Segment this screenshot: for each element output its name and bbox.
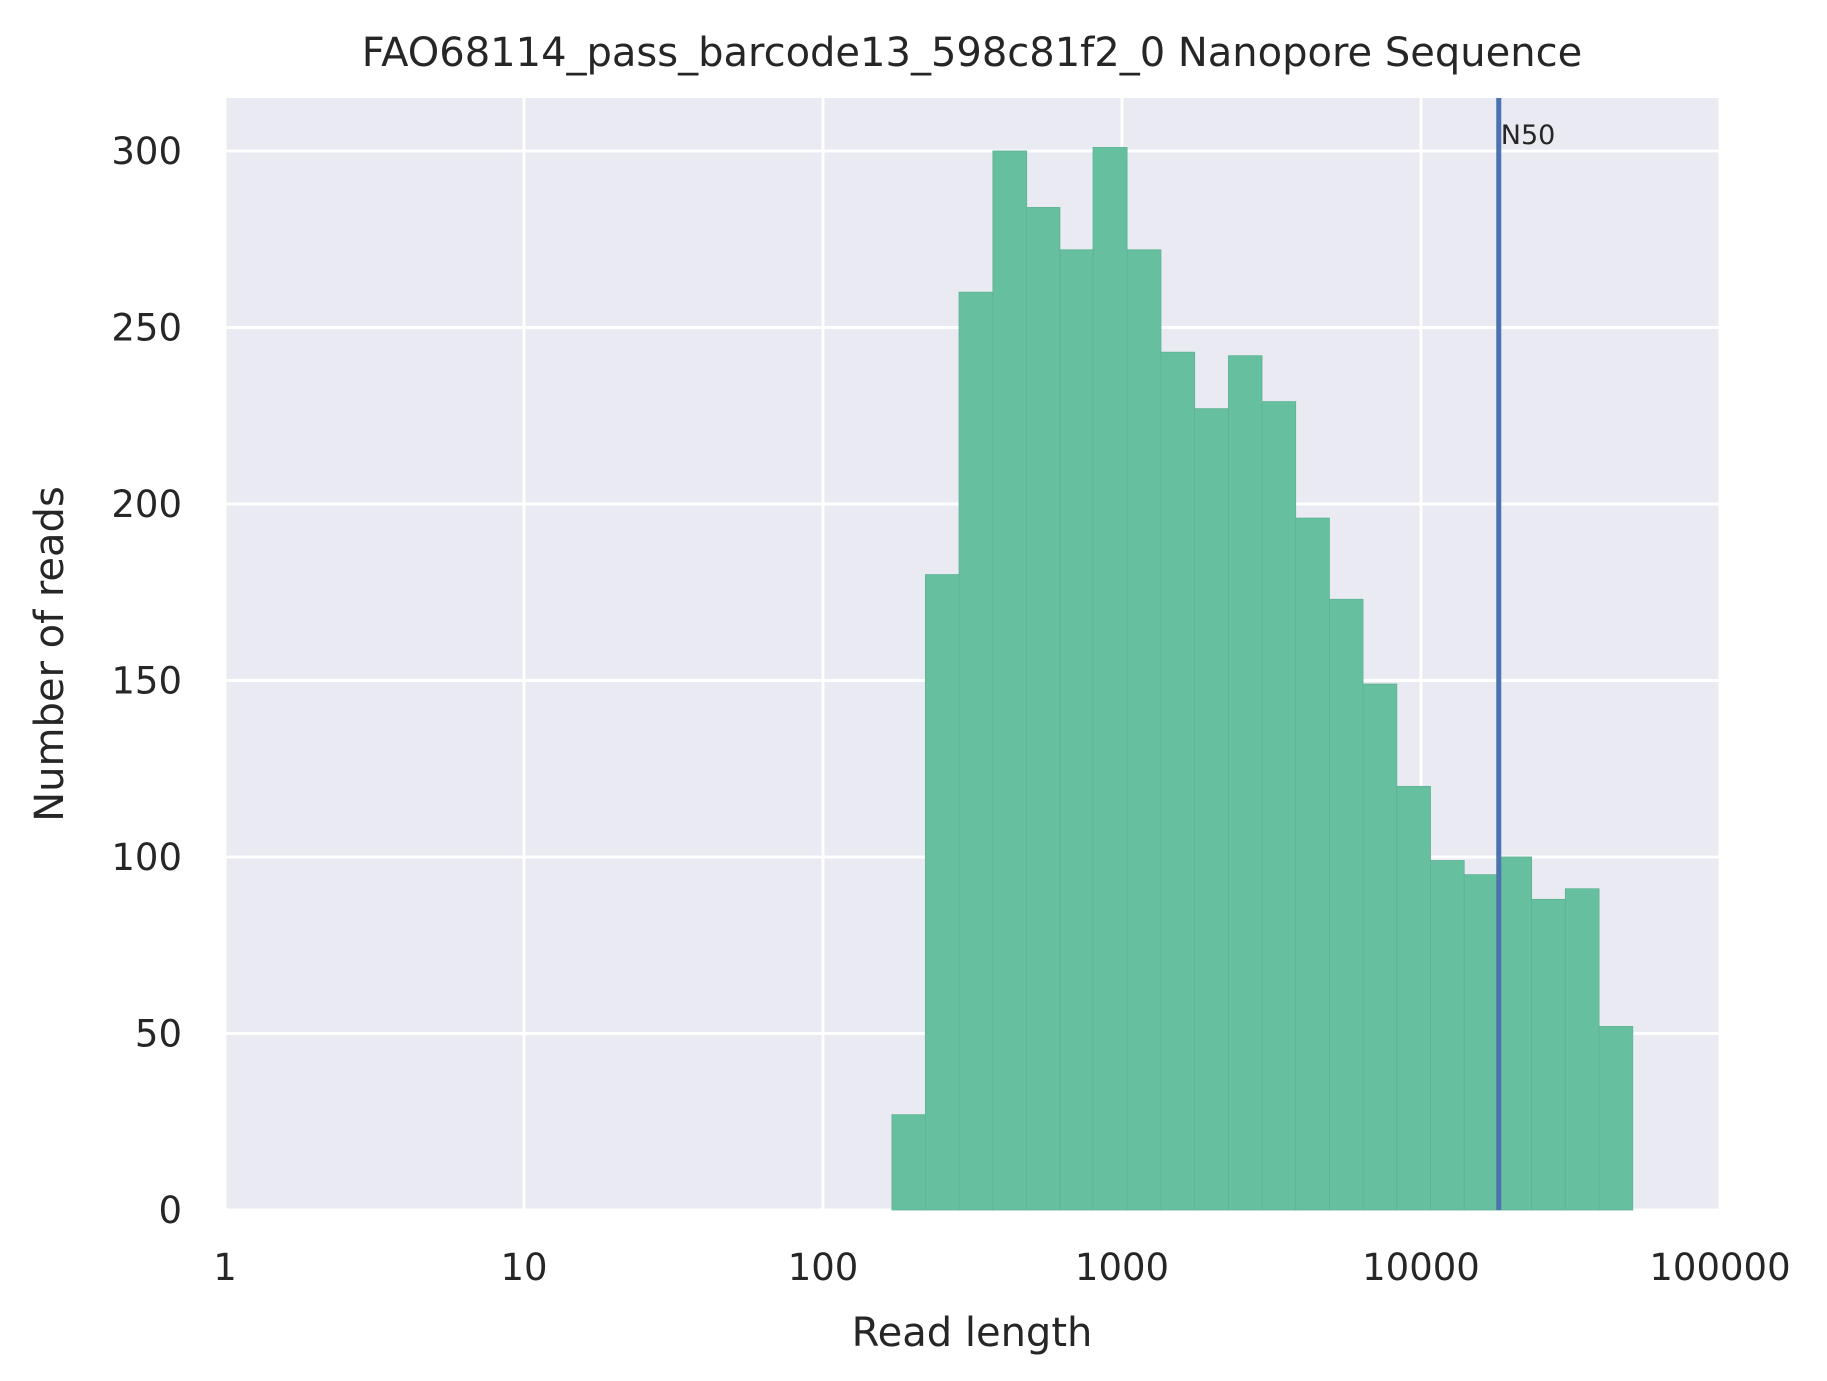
histogram-bar: [992, 150, 1028, 1211]
y-tick-label: 150: [111, 659, 182, 702]
histogram-bars: [891, 147, 1634, 1211]
histogram-bar: [1598, 1026, 1634, 1211]
histogram-bar: [1362, 683, 1398, 1211]
n50-label: N50: [1501, 120, 1556, 151]
y-tick-label: 0: [158, 1189, 182, 1232]
x-tick-label: 10: [500, 1246, 547, 1289]
histogram-bar: [1329, 598, 1364, 1211]
y-axis-title: Number of reads: [27, 486, 73, 822]
histogram-bar: [1295, 517, 1330, 1211]
y-tick-labels: 0 50 100 150 200 250 300: [111, 130, 182, 1232]
histogram-bar: [1026, 207, 1061, 1211]
histogram-bar: [1261, 401, 1297, 1211]
x-axis-title: Read length: [852, 1310, 1093, 1356]
histogram-bar: [1531, 898, 1566, 1211]
y-tick-label: 250: [111, 306, 182, 349]
histogram-bar: [1194, 408, 1229, 1211]
histogram-bar: [1059, 249, 1094, 1211]
n50-marker: N50: [1496, 98, 1556, 1210]
histogram-bar: [1396, 785, 1431, 1211]
x-tick-label: 100000: [1649, 1246, 1790, 1289]
histogram-bar: [958, 291, 994, 1211]
histogram-bar: [1126, 249, 1162, 1211]
x-tick-label: 10000: [1362, 1246, 1480, 1289]
x-tick-labels: 1 10 100 1000 10000 100000: [213, 1246, 1790, 1289]
y-tick-label: 100: [111, 836, 182, 879]
histogram-bar: [1564, 888, 1600, 1211]
x-tick-label: 1: [213, 1246, 237, 1289]
x-tick-label: 1000: [1075, 1246, 1169, 1289]
x-tick-label: 100: [788, 1246, 859, 1289]
histogram-bar: [891, 1114, 926, 1211]
histogram-bar: [1463, 874, 1499, 1211]
histogram-bar: [1228, 355, 1263, 1211]
y-tick-label: 200: [111, 483, 182, 526]
histogram-bar: [1160, 351, 1196, 1211]
histogram-bar: [1430, 860, 1465, 1211]
histogram-bar: [1092, 147, 1128, 1211]
histogram-bar: [1497, 856, 1533, 1211]
y-tick-label: 50: [135, 1012, 182, 1055]
chart-title: FAO68114_pass_barcode13_598c81f2_0 Nanop…: [362, 30, 1582, 76]
y-tick-label: 300: [111, 130, 182, 173]
histogram-bar: [924, 574, 960, 1211]
